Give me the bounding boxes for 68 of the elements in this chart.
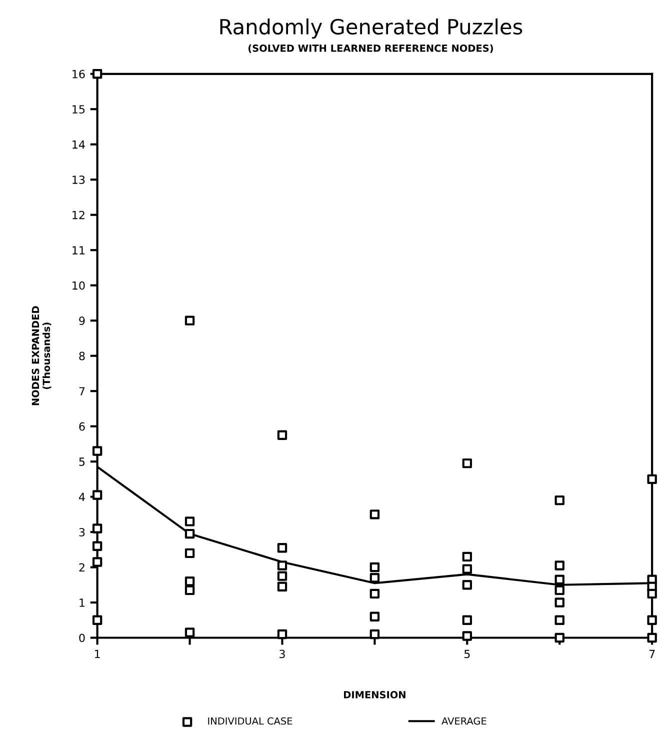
y-tick-label: 6 [79, 422, 85, 431]
y-tick-label: 7 [79, 387, 85, 396]
point [92, 446, 102, 456]
point [277, 629, 288, 640]
y-tick-label: 3 [79, 528, 85, 536]
point [92, 541, 102, 551]
x-tick-label: 5 [464, 650, 470, 658]
point [554, 560, 564, 570]
y-tick-label: 5 [79, 458, 85, 466]
point [184, 548, 195, 558]
point [277, 582, 288, 592]
point [370, 588, 380, 599]
point [92, 524, 102, 534]
point [554, 495, 564, 506]
y-tick-label: 16 [72, 70, 85, 78]
point [462, 564, 472, 574]
x-tick-label: 1 [95, 650, 100, 658]
point [462, 580, 472, 590]
point [647, 588, 657, 599]
point [184, 516, 195, 526]
legend-label: AVERAGE [442, 717, 486, 725]
point [462, 615, 472, 625]
y-tick-label: 0 [79, 634, 85, 642]
point [554, 574, 564, 584]
point [554, 632, 564, 643]
y-tick-label: 12 [72, 210, 84, 220]
x-tick-label: 7 [649, 650, 655, 658]
point [184, 576, 195, 586]
y-axis-title: NODES EXPANDED (Thousands) [32, 306, 52, 406]
chart-title: Randomly Generated Puzzles [220, 18, 522, 39]
y-tick-label: 10 [72, 281, 85, 290]
y-tick-label: 15 [72, 105, 85, 114]
point [370, 629, 380, 640]
y-tick-label: 1 [80, 598, 84, 607]
point [370, 510, 380, 520]
point [277, 543, 288, 553]
y-tick-label: 13 [72, 176, 85, 184]
x-axis-title: DIMENSION [344, 691, 406, 698]
y-tick-label: 9 [79, 316, 85, 325]
chart-subtitle: (SOLVED WITH LEARNED REFERENCE NODES) [248, 44, 493, 54]
point [370, 562, 380, 572]
point [92, 615, 102, 625]
point [647, 615, 657, 625]
y-tick-label: 4 [78, 492, 85, 502]
point [92, 557, 102, 567]
point [554, 585, 564, 596]
point [554, 598, 564, 608]
point [462, 631, 472, 641]
point [647, 474, 657, 484]
point [277, 571, 288, 581]
point [184, 528, 195, 539]
y-tick-label: 2 [79, 563, 84, 572]
point [370, 573, 380, 583]
point [462, 552, 472, 562]
point [184, 316, 195, 326]
y-tick-label: 11 [72, 246, 84, 254]
point [554, 615, 564, 625]
point [92, 490, 102, 500]
point [370, 612, 380, 622]
point [277, 430, 288, 440]
legend-label: INDIVIDUAL CASE [208, 717, 292, 725]
y-tick-label: 14 [72, 140, 85, 149]
x-tick-label: 3 [280, 650, 285, 658]
y-tick-label: 8 [79, 352, 85, 360]
point [277, 560, 288, 570]
point [462, 458, 472, 468]
point [184, 628, 195, 638]
point [184, 585, 195, 596]
